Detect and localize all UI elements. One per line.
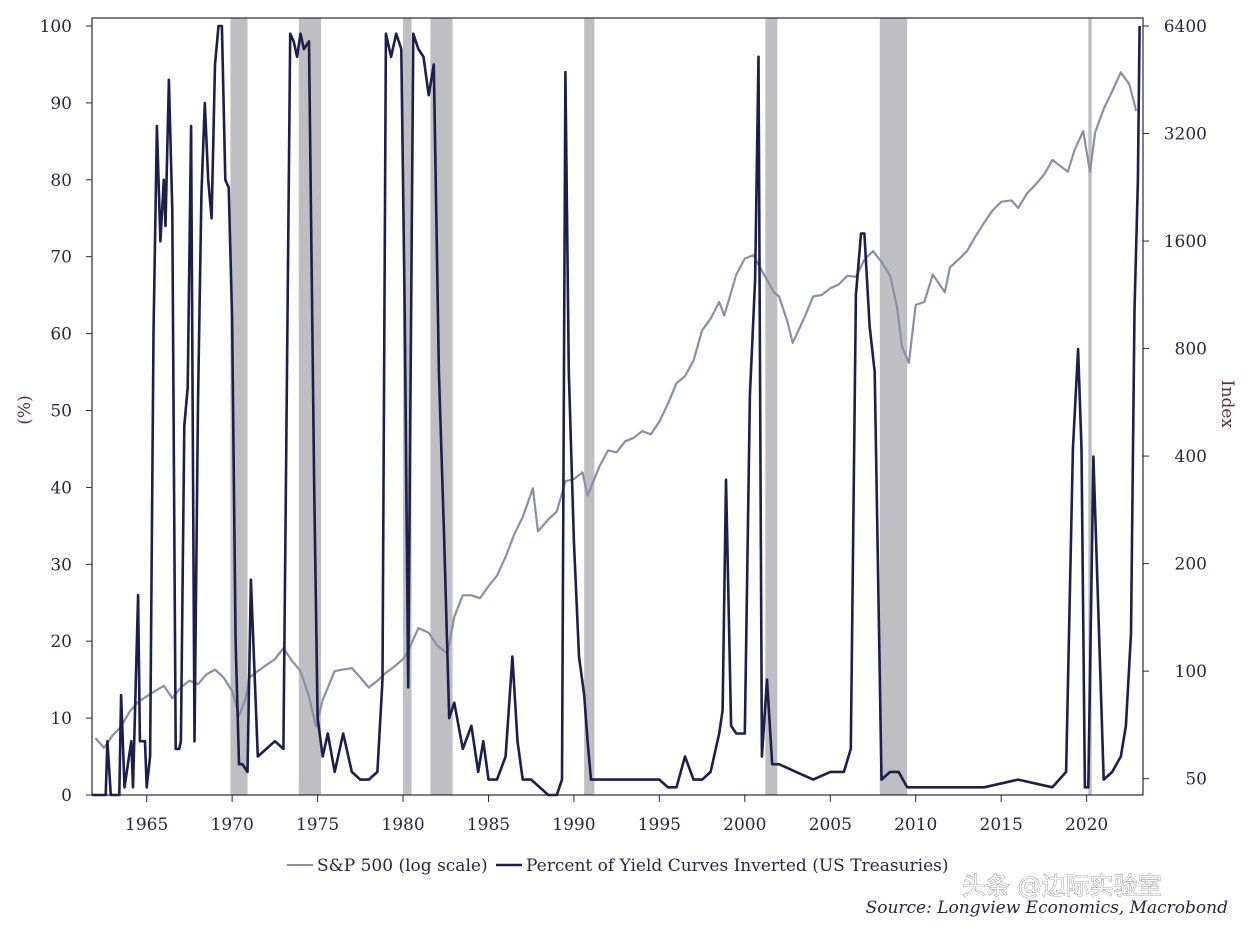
left-tick-label: 30 [50,555,72,575]
left-tick-label: 20 [50,632,72,652]
right-axis: 50 100 200 400 800 1600 3200 6400 [1143,17,1207,790]
sp500-line [94,71,1138,749]
right-tick-label: 200 [1175,555,1207,575]
right-tick-label: 3200 [1164,125,1207,145]
x-tick-label: 2000 [723,815,766,835]
recession-band-6 [879,18,908,795]
watermark: 头条 @边际实验室 [962,872,1162,900]
x-tick-label: 1965 [125,815,168,835]
yield-curve-line [92,24,1141,797]
right-tick-label: 50 [1185,770,1207,790]
left-tick-label: 50 [50,402,72,422]
left-tick-label: 70 [50,248,72,268]
left-tick-label: 40 [50,478,72,498]
x-tick-label: 2005 [809,815,852,835]
recession-bands [230,18,1092,795]
left-axis: 0 10 20 30 40 50 60 70 80 90 100 [40,17,92,806]
right-tick-label: 1600 [1164,232,1207,252]
left-tick-label: 60 [50,325,72,345]
legend-label-yield-curve: Percent of Yield Curves Inverted (US Tre… [526,856,949,876]
source-note: Source: Longview Economics, Macrobond [866,898,1229,918]
x-tick-label: 1995 [638,815,681,835]
sp500-series [94,71,1138,749]
yield-curve-series [92,24,1141,797]
plot-border [91,17,1144,796]
recession-band-7 [1088,18,1092,795]
right-tick-label: 6400 [1164,17,1207,37]
left-tick-label: 100 [40,17,72,37]
left-tick-label: 90 [50,94,72,114]
right-tick-label: 100 [1175,662,1207,682]
recession-band-2 [403,18,412,795]
x-axis: 1965 1970 1975 1980 1985 1990 1995 2000 2005 2010… [125,795,1108,835]
left-tick-label: 0 [61,786,72,806]
left-tick-label: 10 [50,709,72,729]
right-axis-title: Index [1217,380,1237,429]
recession-band-5 [765,18,778,795]
x-tick-label: 1970 [211,815,254,835]
x-tick-label: 1990 [552,815,595,835]
right-tick-label: 800 [1175,340,1207,360]
legend: S&P 500 (log scale) Percent of Yield Cur… [287,856,949,876]
x-tick-label: 1975 [296,815,339,835]
x-tick-label: 2020 [1065,815,1108,835]
plot-frame [91,17,1144,796]
left-tick-label: 80 [50,171,72,191]
legend-label-sp500: S&P 500 (log scale) [317,856,488,876]
x-tick-label: 2010 [894,815,937,835]
x-tick-label: 1985 [467,815,510,835]
x-tick-label: 1980 [381,815,424,835]
right-tick-label: 400 [1175,447,1207,467]
left-axis-title: (%) [15,395,35,424]
x-tick-label: 2015 [980,815,1023,835]
recession-band-4 [584,18,595,795]
